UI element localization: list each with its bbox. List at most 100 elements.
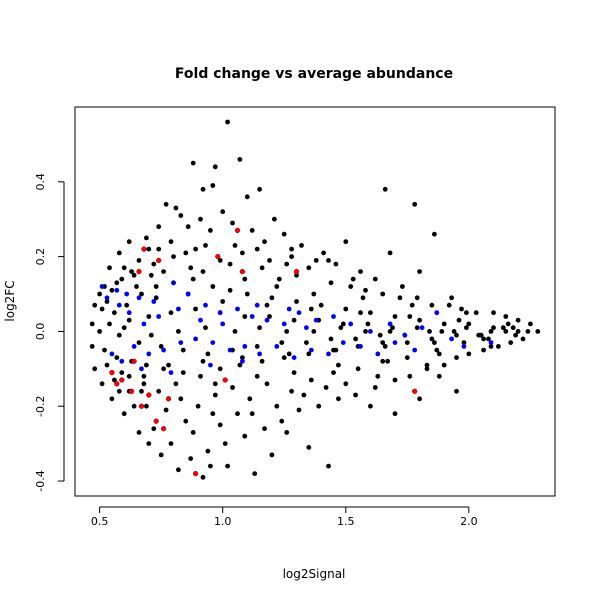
black-data-point	[208, 228, 213, 233]
black-data-point	[240, 355, 245, 360]
black-data-point	[156, 388, 162, 394]
black-data-point	[454, 388, 459, 394]
black-data-point	[190, 430, 196, 435]
black-data-point	[225, 463, 231, 469]
black-data-point	[390, 325, 395, 331]
black-data-point	[508, 340, 514, 345]
black-data-point	[205, 448, 211, 454]
x-tick-label: 1.5	[337, 515, 355, 528]
black-data-point	[254, 246, 260, 252]
black-data-point	[291, 370, 297, 375]
black-data-point	[491, 310, 496, 316]
black-data-point	[210, 284, 216, 289]
blue-data-point	[331, 314, 336, 319]
black-data-point	[459, 306, 464, 312]
black-data-point	[232, 243, 238, 248]
black-data-point	[141, 381, 147, 387]
red-data-point	[153, 418, 159, 424]
black-data-point	[299, 243, 304, 248]
black-data-point	[412, 201, 418, 207]
black-data-point	[244, 291, 250, 297]
black-data-point	[193, 306, 199, 312]
black-data-point	[372, 276, 378, 282]
blue-data-point	[151, 299, 157, 304]
black-data-point	[252, 471, 258, 476]
black-data-point	[387, 329, 393, 334]
black-data-point	[306, 265, 312, 271]
black-data-point	[148, 272, 154, 278]
blue-data-point	[220, 321, 226, 327]
black-data-point	[380, 340, 386, 345]
black-data-point	[161, 366, 167, 372]
red-data-point	[412, 388, 418, 394]
black-data-point	[121, 325, 127, 331]
blue-data-point	[210, 340, 216, 345]
black-data-point	[284, 329, 290, 334]
black-data-point	[513, 332, 518, 338]
black-data-point	[230, 385, 235, 390]
blue-data-point	[126, 310, 132, 316]
black-data-point	[193, 246, 199, 252]
black-data-point	[301, 392, 307, 398]
black-data-point	[424, 366, 430, 372]
black-data-point	[230, 220, 235, 226]
black-data-point	[144, 403, 149, 409]
black-data-point	[382, 344, 388, 349]
black-data-point	[286, 351, 292, 357]
blue-data-point	[114, 287, 120, 293]
black-data-point	[291, 317, 297, 323]
black-data-point	[368, 403, 373, 409]
black-data-point	[232, 329, 238, 334]
black-data-point	[264, 302, 270, 308]
black-data-point	[503, 314, 509, 319]
black-data-point	[269, 295, 275, 301]
black-data-point	[294, 299, 299, 304]
red-data-point	[109, 369, 115, 376]
black-data-point	[348, 284, 354, 289]
black-data-point	[249, 228, 255, 233]
black-data-point	[134, 284, 139, 289]
black-data-point	[276, 276, 282, 282]
black-data-point	[176, 329, 181, 334]
blue-data-point	[340, 340, 346, 345]
black-data-point	[372, 385, 378, 390]
red-data-point	[128, 388, 135, 394]
black-data-point	[355, 366, 361, 372]
black-data-point	[392, 377, 398, 383]
blue-data-point	[257, 351, 262, 357]
black-data-point	[126, 373, 132, 379]
black-data-point	[190, 276, 196, 282]
red-data-point	[131, 358, 137, 364]
red-data-point	[215, 253, 221, 260]
black-data-point	[124, 302, 130, 308]
black-data-point	[146, 246, 152, 252]
black-data-point	[203, 243, 208, 248]
black-data-point	[397, 295, 403, 301]
blue-data-point	[141, 321, 147, 327]
blue-data-point	[156, 314, 162, 319]
black-data-point	[289, 254, 294, 259]
black-data-point	[409, 302, 415, 308]
red-data-point	[141, 246, 147, 252]
black-data-point	[461, 340, 467, 345]
black-data-point	[257, 186, 262, 192]
black-data-point	[358, 310, 363, 316]
black-data-point	[274, 284, 280, 289]
black-data-point	[212, 164, 218, 170]
black-data-point	[237, 362, 243, 368]
y-axis: -0.4 -0.2 0.0 0.2 0.4	[34, 173, 65, 492]
black-data-point	[377, 332, 383, 338]
black-data-point	[262, 426, 267, 432]
black-data-point	[446, 302, 452, 308]
black-data-point	[158, 452, 164, 458]
black-data-point	[225, 119, 231, 125]
black-data-point	[259, 265, 265, 271]
blue-data-point	[203, 302, 208, 308]
red-data-point	[114, 381, 120, 387]
black-data-point	[227, 287, 233, 293]
red-data-point	[138, 403, 145, 409]
black-data-point	[183, 418, 189, 424]
blue-data-point	[198, 317, 203, 323]
black-data-point	[168, 239, 174, 245]
blue-data-point	[104, 295, 110, 301]
